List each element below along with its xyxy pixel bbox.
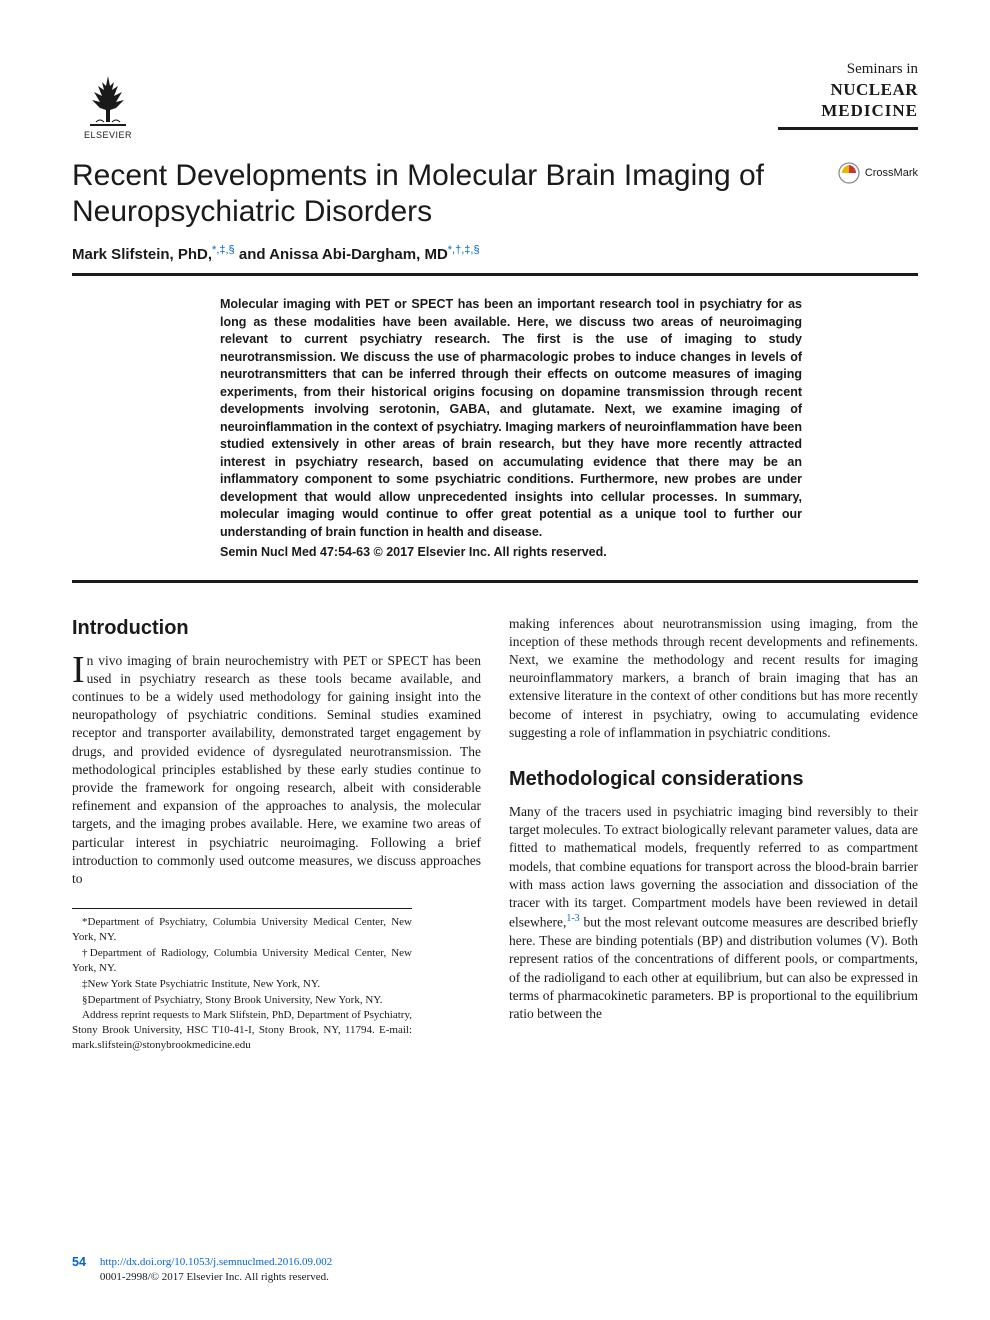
affil-3: ‡New York State Psychiatric Institute, N…	[72, 977, 412, 992]
abstract-text: Molecular imaging with PET or SPECT has …	[220, 297, 802, 539]
citation: Semin Nucl Med 47:54-63 © 2017 Elsevier …	[220, 544, 802, 562]
abstract: Molecular imaging with PET or SPECT has …	[220, 296, 802, 562]
method-body-post: but the most relevant outcome measures a…	[509, 915, 918, 1021]
rule-top	[72, 273, 918, 276]
header-row: ELSEVIER Seminars in NUCLEAR MEDICINE	[72, 60, 918, 140]
journal-name: Seminars in NUCLEAR MEDICINE	[778, 60, 918, 130]
ref-1-3[interactable]: 1-3	[566, 913, 579, 924]
crossmark-badge[interactable]: CrossMark	[838, 162, 918, 184]
crossmark-icon	[838, 162, 860, 184]
copyright: 0001-2998/© 2017 Elsevier Inc. All right…	[100, 1271, 329, 1283]
reprint-contact: Address reprint requests to Mark Slifste…	[72, 1008, 412, 1053]
article-title: Recent Developments in Molecular Brain I…	[72, 158, 792, 230]
affiliations-block: *Department of Psychiatry, Columbia Univ…	[72, 908, 412, 1053]
author2-affils: *,†,‡,§	[448, 244, 480, 256]
publisher-name: ELSEVIER	[84, 130, 132, 140]
author1-name: Mark Slifstein, PhD,	[72, 246, 212, 263]
authors: Mark Slifstein, PhD,*,‡,§ and Anissa Abi…	[72, 244, 918, 263]
journal-line3: MEDICINE	[778, 100, 918, 121]
affil-4: §Department of Psychiatry, Stony Brook U…	[72, 993, 412, 1008]
page-number: 54	[72, 1255, 86, 1269]
method-paragraph: Many of the tracers used in psychiatric …	[509, 803, 918, 1023]
footer-text: http://dx.doi.org/10.1053/j.semnuclmed.2…	[100, 1255, 332, 1284]
method-body-pre: Many of the tracers used in psychiatric …	[509, 804, 918, 930]
elsevier-tree-icon	[82, 72, 134, 128]
intro-paragraph: In vivo imaging of brain neurochemistry …	[72, 652, 481, 889]
footer: 54 http://dx.doi.org/10.1053/j.semnuclme…	[72, 1255, 332, 1284]
elsevier-logo: ELSEVIER	[72, 60, 144, 140]
intro-body-left: n vivo imaging of brain neurochemistry w…	[72, 653, 481, 887]
method-heading: Methodological considerations	[509, 766, 918, 793]
author1-affils: *,‡,§	[212, 244, 235, 256]
rule-bottom	[72, 580, 918, 583]
doi-link[interactable]: http://dx.doi.org/10.1053/j.semnuclmed.2…	[100, 1256, 332, 1268]
journal-line2: NUCLEAR	[778, 79, 918, 100]
crossmark-label: CrossMark	[865, 167, 918, 179]
right-column: making inferences about neurotransmissio…	[509, 615, 918, 1054]
intro-body-right: making inferences about neurotransmissio…	[509, 615, 918, 743]
dropcap: I	[72, 652, 87, 686]
title-row: Recent Developments in Molecular Brain I…	[72, 158, 918, 230]
journal-line1: Seminars in	[778, 60, 918, 79]
left-column: Introduction In vivo imaging of brain ne…	[72, 615, 481, 1054]
intro-heading: Introduction	[72, 615, 481, 642]
body-columns: Introduction In vivo imaging of brain ne…	[72, 615, 918, 1054]
authors-and: and Anissa Abi-Dargham, MD	[235, 246, 448, 263]
affil-1: *Department of Psychiatry, Columbia Univ…	[72, 915, 412, 945]
affil-2: †Department of Radiology, Columbia Unive…	[72, 946, 412, 976]
